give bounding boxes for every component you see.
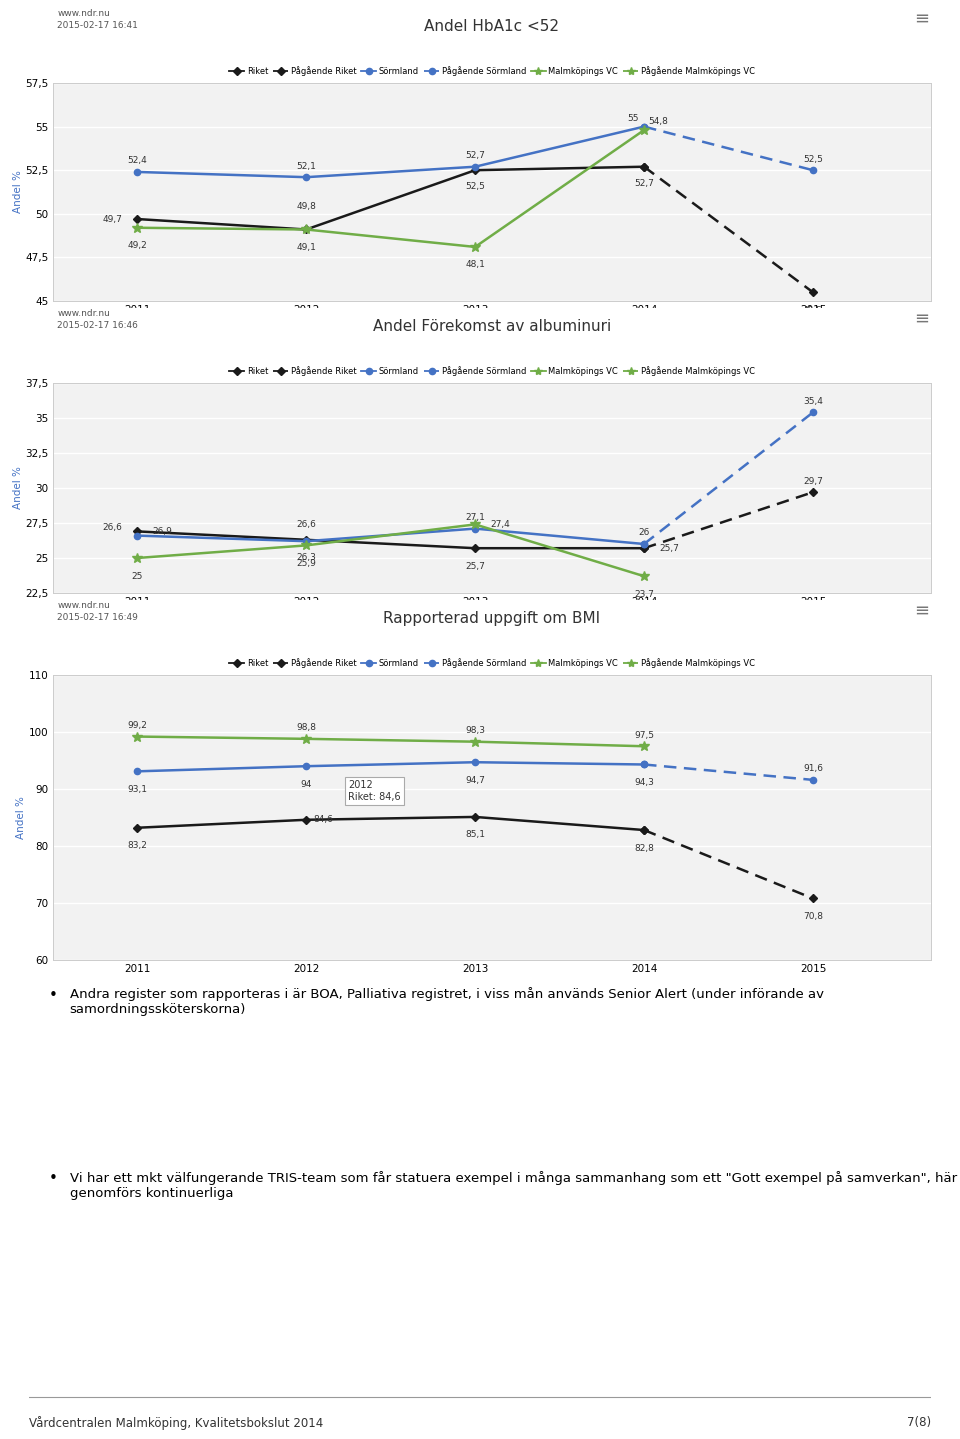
Text: 52,1: 52,1 xyxy=(297,161,316,171)
Text: 49,8: 49,8 xyxy=(297,201,316,210)
Text: 25: 25 xyxy=(132,571,143,580)
Text: 26,3: 26,3 xyxy=(297,554,316,563)
Text: Rapporterad uppgift om BMI: Rapporterad uppgift om BMI xyxy=(383,612,601,626)
Text: 83,2: 83,2 xyxy=(128,842,147,850)
Text: 85,1: 85,1 xyxy=(465,830,485,839)
Text: 94: 94 xyxy=(300,780,312,789)
Text: 70,8: 70,8 xyxy=(803,912,823,921)
Text: Vi har ett mkt välfungerande TRIS-team som får statuera exempel i många sammanha: Vi har ett mkt välfungerande TRIS-team s… xyxy=(70,1171,957,1200)
Text: 27,1: 27,1 xyxy=(466,512,485,522)
Text: ≡: ≡ xyxy=(914,602,929,620)
Text: 52,5: 52,5 xyxy=(466,183,485,191)
Text: 98,3: 98,3 xyxy=(465,727,485,735)
Text: 48,1: 48,1 xyxy=(466,260,485,269)
Legend: Riket, Pågående Riket, Sörmland, Pågående Sörmland, Malmköpings VC, Pågående Mal: Riket, Pågående Riket, Sörmland, Pågåend… xyxy=(226,655,758,671)
Text: 54,8: 54,8 xyxy=(648,117,668,127)
Text: 52,7: 52,7 xyxy=(635,178,654,189)
Y-axis label: Andel %: Andel % xyxy=(12,171,23,213)
Text: 55: 55 xyxy=(627,114,638,122)
Text: 25,7: 25,7 xyxy=(466,561,485,571)
Text: 2012
Riket: 84,6: 2012 Riket: 84,6 xyxy=(348,780,401,802)
Text: •: • xyxy=(49,1171,58,1186)
Text: 91,6: 91,6 xyxy=(803,764,823,773)
Legend: Riket, Pågående Riket, Sörmland, Pågående Sörmland, Malmköpings VC, Pågående Mal: Riket, Pågående Riket, Sörmland, Pågåend… xyxy=(226,363,758,378)
Text: 26: 26 xyxy=(638,528,650,537)
Text: 52,5: 52,5 xyxy=(803,154,823,164)
Text: •: • xyxy=(49,987,58,1003)
Text: Andel HbA1c <52: Andel HbA1c <52 xyxy=(424,19,560,35)
Text: Vårdcentralen Malmköping, Kvalitetsbokslut 2014: Vårdcentralen Malmköping, Kvalitetsboksl… xyxy=(29,1416,324,1430)
Text: ≡: ≡ xyxy=(914,10,929,27)
Text: 84,6: 84,6 xyxy=(313,816,333,825)
Text: www.ndr.nu
2015-02-17 16:41: www.ndr.nu 2015-02-17 16:41 xyxy=(58,10,138,30)
Text: 27,4: 27,4 xyxy=(491,519,510,530)
Text: 93,1: 93,1 xyxy=(128,784,147,794)
Text: 25,7: 25,7 xyxy=(660,544,679,553)
Text: 26,6: 26,6 xyxy=(297,519,316,530)
Text: www.ndr.nu
2015-02-17 16:49: www.ndr.nu 2015-02-17 16:49 xyxy=(58,602,138,622)
Text: 98,8: 98,8 xyxy=(297,724,316,732)
Text: 49,1: 49,1 xyxy=(297,243,316,252)
Text: Andra register som rapporteras i är BOA, Palliativa registret, i viss mån använd: Andra register som rapporteras i är BOA,… xyxy=(70,987,824,1016)
Text: 49,2: 49,2 xyxy=(128,242,147,250)
Text: ≡: ≡ xyxy=(914,309,929,328)
Text: www.ndr.nu
2015-02-17 16:46: www.ndr.nu 2015-02-17 16:46 xyxy=(58,309,138,331)
Text: 52,7: 52,7 xyxy=(466,151,485,160)
Text: 23,7: 23,7 xyxy=(635,590,654,599)
Text: 25,9: 25,9 xyxy=(297,558,316,568)
Text: Andel Förekomst av albuminuri: Andel Förekomst av albuminuri xyxy=(372,319,612,334)
Text: 94,7: 94,7 xyxy=(466,776,485,784)
Y-axis label: Andel %: Andel % xyxy=(12,466,23,509)
Text: 26,6: 26,6 xyxy=(103,522,122,532)
Legend: Riket, Pågående Riket, Sörmland, Pågående Sörmland, Malmköpings VC, Pågående Mal: Riket, Pågående Riket, Sörmland, Pågåend… xyxy=(226,62,758,79)
Text: 49,7: 49,7 xyxy=(103,214,122,223)
Text: 97,5: 97,5 xyxy=(634,731,654,740)
Text: 82,8: 82,8 xyxy=(635,843,654,852)
Text: 35,4: 35,4 xyxy=(803,397,823,406)
Y-axis label: Andel %: Andel % xyxy=(16,796,26,839)
Text: 45,5: 45,5 xyxy=(803,307,823,315)
Text: 29,7: 29,7 xyxy=(803,476,823,485)
Text: 99,2: 99,2 xyxy=(128,721,147,730)
Text: 94,3: 94,3 xyxy=(635,778,654,787)
Text: 7(8): 7(8) xyxy=(907,1416,931,1429)
Text: 26,9: 26,9 xyxy=(153,527,172,535)
Text: 52,4: 52,4 xyxy=(128,157,147,165)
